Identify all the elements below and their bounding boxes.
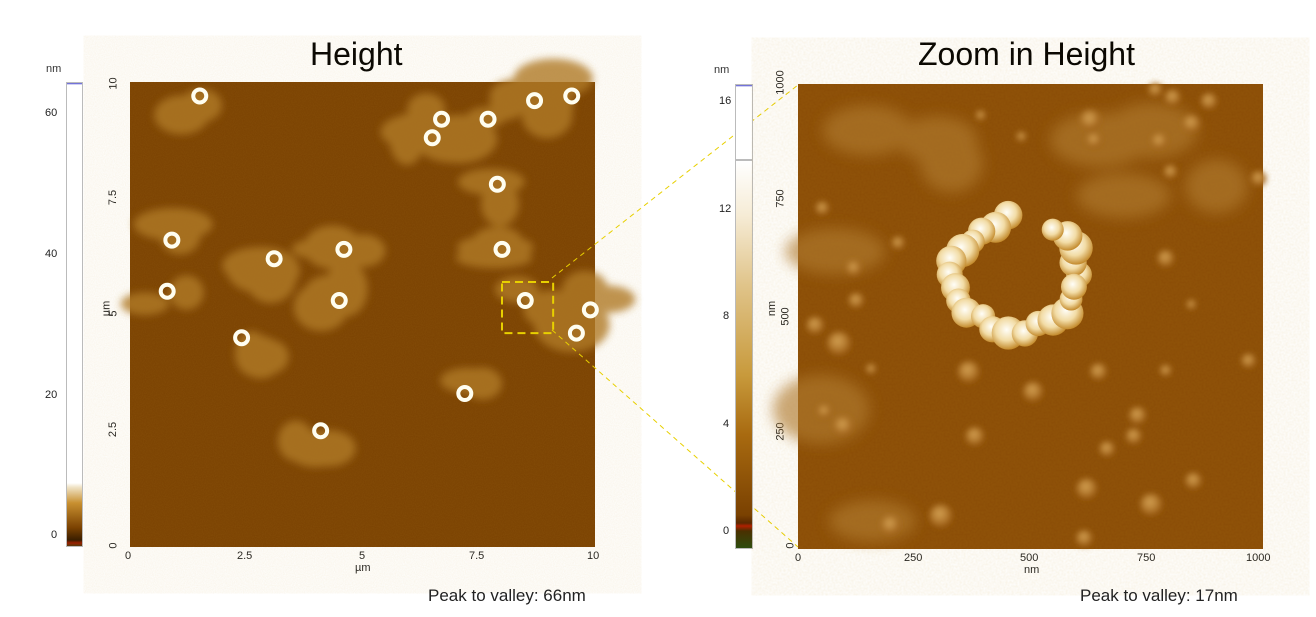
particle <box>817 404 832 419</box>
left-x-tick-0: 0 <box>125 550 132 562</box>
ring-feature <box>233 329 251 347</box>
particle <box>1016 131 1027 142</box>
ring-feature <box>516 292 534 310</box>
particle <box>929 504 953 528</box>
particle <box>1125 428 1142 445</box>
particle <box>1182 114 1201 133</box>
particle <box>1163 164 1178 179</box>
left-colorbar <box>66 82 83 547</box>
particle <box>1157 250 1175 267</box>
ring-feature <box>563 87 581 105</box>
ring-feature <box>479 110 497 128</box>
ring-feature <box>423 129 441 147</box>
left-height-map <box>120 58 636 547</box>
right-x-label: nm <box>1024 564 1040 576</box>
ring-particle <box>1041 218 1064 241</box>
particle <box>1151 133 1168 150</box>
particle <box>1185 472 1202 490</box>
ring-feature <box>158 282 176 300</box>
left-colorbar-unit: nm <box>46 63 62 75</box>
particle <box>1241 353 1256 369</box>
left-peak-to-valley: Peak to valley: 66nm <box>428 586 586 605</box>
right-x-tick-250: 250 <box>904 552 923 564</box>
particle <box>1076 478 1098 500</box>
right-y-label: nm <box>766 300 779 317</box>
right-x-tick-500: 500 <box>1020 552 1039 564</box>
particle <box>1164 89 1181 106</box>
ring-feature <box>265 250 283 268</box>
left-cb-tick-40: 40 <box>45 248 58 260</box>
particle <box>1159 364 1172 377</box>
right-y-tick-1000: 1000 <box>774 70 787 95</box>
right-zoom-height-map <box>772 82 1267 549</box>
particle <box>891 236 905 250</box>
particle <box>833 416 854 436</box>
right-x-tick-1000: 1000 <box>1246 552 1271 564</box>
particle <box>1079 109 1101 131</box>
ring-feature <box>335 240 353 258</box>
particle <box>957 361 980 383</box>
left-cb-tick-60: 60 <box>45 107 58 119</box>
ring-feature <box>567 324 585 342</box>
particle <box>806 316 825 335</box>
ring-feature <box>456 385 474 403</box>
right-y-tick-500: 500 <box>779 307 792 326</box>
left-x-tick-7.5: 7.5 <box>469 550 485 562</box>
left-x-tick-10: 10 <box>587 550 600 562</box>
right-colorbar <box>735 84 753 549</box>
ring-particle <box>1060 273 1087 300</box>
right-cb-tick-0: 0 <box>723 525 730 537</box>
particle <box>1023 381 1044 402</box>
particle <box>880 515 901 536</box>
particle <box>1200 93 1218 110</box>
right-colorbar-unit: nm <box>714 64 730 76</box>
particle <box>848 292 864 309</box>
ring-feature <box>581 301 599 319</box>
left-chart-title: Height <box>310 36 403 72</box>
particle <box>1186 299 1197 310</box>
particle <box>965 427 985 446</box>
right-cb-tick-8: 8 <box>723 310 730 322</box>
left-x-tick-5: 5 <box>359 550 366 562</box>
ring-feature <box>493 240 511 258</box>
particle <box>827 331 851 356</box>
right-chart-title: Zoom in Height <box>918 36 1135 72</box>
right-cb-tick-12: 12 <box>719 203 732 215</box>
right-x-tick-0: 0 <box>795 552 802 564</box>
particle <box>1148 82 1163 97</box>
right-x-tick-750: 750 <box>1137 552 1156 564</box>
ring-feature <box>526 92 544 110</box>
particle <box>1140 493 1163 516</box>
right-y-tick-0: 0 <box>784 542 797 549</box>
left-cb-tick-20: 20 <box>45 389 58 401</box>
particle <box>1099 441 1115 457</box>
particle <box>1128 406 1147 425</box>
right-cb-tick-4: 4 <box>723 418 730 430</box>
particle <box>1076 529 1093 547</box>
ring-feature <box>163 231 181 249</box>
particle <box>1086 132 1102 148</box>
ring-feature <box>330 292 348 310</box>
particle <box>846 260 862 276</box>
particle <box>1089 363 1107 381</box>
ring-feature <box>488 175 506 193</box>
particle <box>1251 170 1267 187</box>
particle <box>815 201 830 215</box>
right-cb-tick-16: 16 <box>719 95 732 107</box>
right-peak-to-valley: Peak to valley: 17nm <box>1080 586 1238 605</box>
left-x-tick-2.5: 2.5 <box>237 550 253 562</box>
ring-feature <box>312 422 330 440</box>
ring-feature <box>191 87 209 105</box>
left-x-label: µm <box>355 562 371 574</box>
left-cb-tick-0: 0 <box>51 529 58 541</box>
particle <box>865 363 877 375</box>
particle <box>975 110 986 121</box>
right-y-tick-750: 750 <box>774 189 787 208</box>
ring-feature <box>433 110 451 128</box>
